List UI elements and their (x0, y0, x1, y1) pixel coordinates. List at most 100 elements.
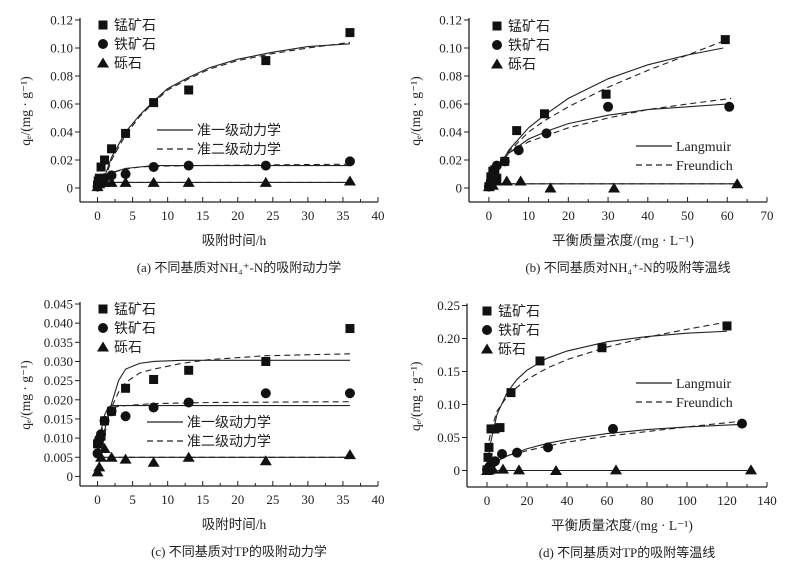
data-point-circle (183, 160, 194, 171)
x-tick-label: 30 (301, 208, 314, 223)
data-point-triangle (259, 455, 272, 466)
data-point-triangle (147, 456, 160, 467)
data-point-square (100, 155, 110, 165)
panel-caption: (a) 不同基质对NH₄⁺-N的吸附动力学 (137, 260, 342, 275)
y-tick-label: 0 (67, 181, 74, 196)
data-point-circle (344, 388, 355, 399)
x-tick-label: 25 (266, 492, 279, 507)
data-point-square (483, 452, 493, 462)
legend-marker-circle (492, 40, 502, 50)
y-tick-label: 0.040 (44, 316, 73, 331)
data-point-square (495, 423, 505, 433)
fit-curve-solid (97, 456, 350, 469)
x-tick-label: 30 (602, 208, 615, 223)
data-point-square (121, 128, 131, 138)
x-tick-label: 20 (231, 208, 244, 223)
y-tick-label: 0.10 (437, 397, 460, 412)
y-tick-label: 0.005 (44, 450, 73, 465)
y-axis-label: qₑ/(mg · g⁻¹) (408, 362, 423, 431)
y-tick-label: 0.06 (439, 97, 462, 112)
data-point-square (720, 35, 730, 45)
y-tick-label: 0.10 (439, 41, 462, 56)
data-point-circle (260, 160, 271, 171)
data-point-circle (491, 160, 502, 171)
legend-label: 砾石 (114, 340, 142, 356)
legend-label: Langmuir (676, 377, 732, 392)
data-point-circle (344, 156, 355, 167)
data-point-triangle (514, 175, 527, 186)
y-tick-label: 0.025 (44, 373, 73, 388)
data-point-square (484, 442, 494, 452)
data-point-triangle (745, 464, 757, 475)
panel-caption: (b) 不同基质对NH₄⁺-N的吸附等温线 (525, 260, 730, 275)
x-tick-label: 50 (681, 208, 694, 223)
data-point-circle (106, 406, 117, 417)
x-tick-label: 35 (336, 208, 349, 223)
x-tick-label: 0 (94, 208, 101, 223)
y-tick-label: 0.08 (439, 69, 462, 84)
data-point-square (261, 356, 271, 366)
data-point-triangle (544, 182, 557, 193)
data-point-triangle (487, 463, 499, 474)
data-point-circle (490, 456, 500, 467)
data-point-square (539, 109, 549, 119)
y-tick-label: 0.015 (44, 411, 73, 426)
x-tick-label: 15 (196, 492, 209, 507)
data-point-square (601, 89, 611, 99)
legend-marker-square (98, 304, 108, 314)
x-tick-label: 70 (761, 208, 774, 223)
x-tick-label: 80 (641, 493, 654, 508)
chart-panel-b: 0 10 20 30 40 50 60 70 0 0.02 0.04 0.06 0.08 0.10 0.12… (408, 13, 774, 276)
data-point-circle (487, 170, 498, 181)
x-tick-label: 40 (372, 492, 385, 507)
data-point-triangle (105, 451, 118, 462)
data-point-triangle (259, 176, 272, 187)
y-tick-label: 0.20 (437, 331, 460, 346)
data-point-circle (499, 156, 510, 167)
x-tick-label: 40 (561, 493, 574, 508)
x-tick-label: 40 (372, 208, 385, 223)
legend-label: 锰矿石 (508, 19, 550, 35)
fit-curve-dashed (97, 456, 350, 469)
x-tick-label: 120 (717, 493, 737, 508)
data-point-square (184, 365, 194, 375)
y-tick-label: 0.04 (439, 125, 462, 140)
y-tick-label: 0.020 (44, 392, 73, 407)
data-point-triangle (95, 451, 108, 462)
legend-label: Langmuir (676, 140, 732, 155)
data-point-triangle (93, 461, 106, 472)
y-tick-label: 0 (67, 469, 74, 484)
data-point-circle (106, 170, 117, 181)
data-point-circle (260, 388, 271, 399)
y-tick-label: 0.010 (44, 431, 73, 446)
data-point-circle (120, 169, 131, 179)
data-point-circle (183, 397, 194, 408)
data-point-circle (603, 101, 614, 112)
fit-curve-dashed (104, 41, 351, 180)
data-point-triangle (490, 175, 503, 186)
data-point-square (490, 424, 500, 434)
fit-curve-solid (486, 330, 728, 471)
legend-marker-triangle (97, 341, 109, 352)
x-tick-label: 0 (94, 492, 101, 507)
panel-caption: (c) 不同基质对TP的吸附动力学 (151, 544, 327, 559)
y-tick-label: 0.12 (439, 13, 462, 28)
data-point-square (261, 56, 271, 66)
y-tick-label: 0.08 (50, 69, 73, 84)
data-point-square (512, 126, 522, 136)
legend-marker-triangle (491, 58, 503, 69)
legend-label: 铁矿石 (498, 323, 540, 339)
x-tick-label: 10 (522, 208, 535, 223)
data-point-square (345, 28, 355, 38)
legend-marker-triangle (481, 343, 493, 354)
x-tick-label: 140 (757, 493, 777, 508)
data-point-triangle (731, 178, 744, 189)
data-point-triangle (610, 464, 622, 475)
data-point-square (345, 324, 355, 334)
y-tick-label: 0.25 (437, 298, 460, 313)
data-point-circle (724, 101, 735, 112)
legend-label: 准一级动力学 (197, 123, 281, 139)
data-point-triangle (98, 442, 111, 453)
panel-caption: (d) 不同基质对TP的吸附等温线 (539, 545, 716, 560)
